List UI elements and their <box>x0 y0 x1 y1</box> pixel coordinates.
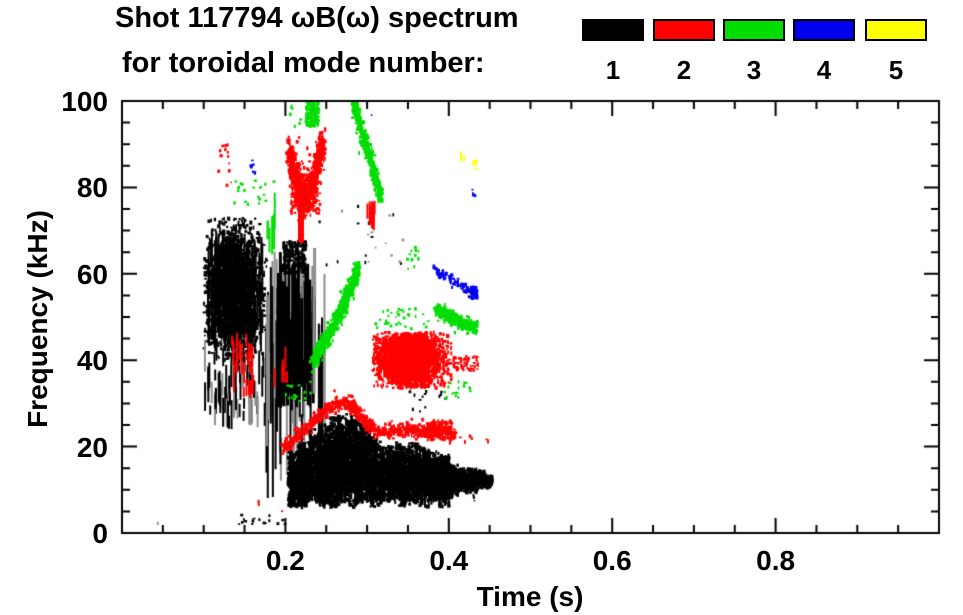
x-tick-label-0.8: 0.8 <box>756 545 796 576</box>
y-tick-label-100: 100 <box>61 86 108 117</box>
y-tick-label-80: 80 <box>76 172 108 204</box>
x-axis-title: Time (s) <box>476 581 584 612</box>
y-tick-label-20: 20 <box>76 431 108 463</box>
y-axis-title: Frequency (kHz) <box>22 210 53 428</box>
y-tick-label-60: 60 <box>76 258 108 290</box>
x-tick-label-0.4: 0.4 <box>429 545 469 576</box>
y-tick-label-40: 40 <box>76 345 108 377</box>
x-tick-label-0.6: 0.6 <box>592 545 632 576</box>
x-tick-label-0.2: 0.2 <box>265 545 305 576</box>
y-tick-label-0: 0 <box>92 518 108 549</box>
